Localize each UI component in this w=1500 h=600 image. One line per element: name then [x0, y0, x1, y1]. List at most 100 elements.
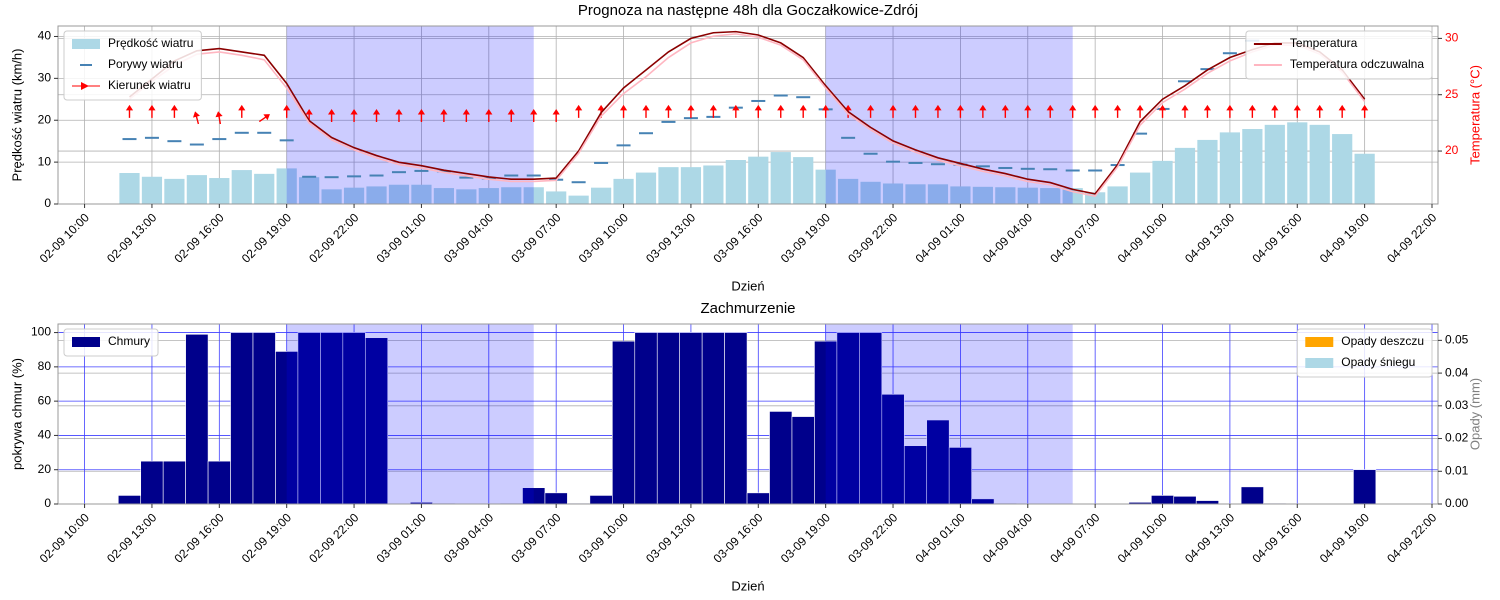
wind-direction-arrow	[664, 104, 673, 118]
bar	[366, 186, 387, 204]
x-tick-label: 03-09 16:00	[710, 510, 765, 565]
bar	[1040, 188, 1061, 204]
wind-direction-arrow	[328, 109, 336, 123]
x-tick-label: 04-09 22:00	[1384, 210, 1439, 265]
x-tick-label: 04-09 01:00	[913, 510, 968, 565]
wind-direction-arrow	[1248, 104, 1256, 118]
wind-direction-arrow	[934, 104, 942, 118]
chart-title: Prognoza na następne 48h dla Goczałkowic…	[578, 2, 918, 19]
y-tick-label: 20	[38, 112, 52, 126]
wind-direction-arrow	[1046, 104, 1054, 118]
bar	[1240, 486, 1264, 504]
bar	[141, 176, 163, 204]
x-tick-label: 02-09 19:00	[239, 510, 294, 565]
y-tick-label: 100	[31, 325, 51, 339]
wind-direction-arrow	[799, 104, 807, 118]
y2-tick-label: 25	[1445, 87, 1459, 101]
bar	[725, 160, 746, 204]
bar	[162, 460, 186, 504]
bar	[523, 187, 544, 204]
wind-direction-arrow	[1001, 104, 1009, 118]
bar	[1107, 186, 1128, 204]
x-tick-label: 03-09 13:00	[643, 510, 698, 565]
y-tick-label: 40	[38, 29, 52, 43]
x-tick-label: 04-09 19:00	[1317, 510, 1372, 565]
y-tick-label: 30	[38, 71, 52, 85]
y2-tick-label: 30	[1445, 31, 1459, 45]
bar	[770, 152, 791, 204]
bar	[724, 332, 748, 504]
x-tick-label: 03-09 04:00	[441, 510, 496, 565]
bar	[186, 175, 207, 204]
bar	[679, 332, 703, 504]
wind-direction-arrow	[170, 104, 179, 118]
line	[128, 33, 1366, 197]
legend-label: Porywy wiatru	[108, 57, 183, 71]
bar	[544, 492, 568, 504]
y2-axis-label: Temperatura (°C)	[1467, 65, 1482, 165]
wind-direction-arrow	[732, 104, 740, 118]
y-tick-label: 10	[38, 154, 52, 168]
x-tick-label: 03-09 19:00	[778, 210, 833, 265]
wind-direction-arrow	[350, 109, 358, 123]
legend: Opady deszczu Opady śniegu	[1296, 328, 1433, 378]
legend: Temperatura Temperatura odczuwalna	[1245, 30, 1433, 80]
wind-direction-arrow	[530, 109, 538, 123]
bar	[343, 187, 365, 204]
x-tick-label: 03-09 19:00	[778, 510, 833, 565]
bar	[656, 332, 680, 504]
x-tick-label: 04-09 10:00	[1115, 510, 1170, 565]
legend-swatch	[72, 39, 100, 49]
x-tick-label: 03-09 07:00	[508, 210, 563, 265]
bar	[701, 332, 725, 504]
x-tick-label: 03-09 01:00	[374, 210, 429, 265]
x-tick-label: 04-09 01:00	[913, 210, 968, 265]
wind-direction-arrow	[552, 109, 560, 123]
x-tick-label: 03-09 22:00	[845, 510, 900, 565]
y2-tick-label: 0.03	[1445, 398, 1469, 412]
wind-direction-arrow	[148, 104, 156, 118]
x-tick-label: 04-09 13:00	[1182, 510, 1237, 565]
bar	[769, 411, 793, 504]
bar	[1287, 122, 1308, 204]
x-tick-label: 02-09 10:00	[37, 510, 92, 565]
x-tick-label: 04-09 13:00	[1182, 210, 1237, 265]
wind-direction-arrow	[754, 104, 762, 118]
x-tick-label: 02-09 13:00	[104, 210, 159, 265]
x-tick-label: 03-09 13:00	[643, 210, 698, 265]
wind-direction-arrow	[1361, 104, 1369, 118]
bar	[321, 189, 342, 204]
y-tick-label: 0	[44, 496, 51, 510]
wind-direction-arrow	[1226, 104, 1234, 118]
bar	[1174, 147, 1196, 204]
bar	[1264, 124, 1285, 204]
bar	[995, 187, 1016, 204]
bar	[1242, 129, 1263, 204]
wind-direction-arrow	[687, 104, 695, 118]
wind-direction-arrow	[979, 104, 987, 118]
wind-direction-arrow	[575, 104, 583, 118]
bar	[433, 188, 454, 204]
bar	[456, 189, 477, 204]
x-tick-label: 04-09 16:00	[1249, 210, 1304, 265]
x-axis-label: Dzień	[731, 278, 764, 293]
y2-axis-label: Opady (mm)	[1467, 378, 1482, 450]
y-axis-label: pokrywa chmur (%)	[9, 358, 24, 470]
y2-tick-label: 0.02	[1445, 431, 1469, 445]
bar	[364, 337, 389, 504]
x-tick-label: 03-09 04:00	[441, 210, 496, 265]
y-tick-label: 80	[38, 359, 52, 373]
x-tick-label: 04-09 04:00	[980, 210, 1035, 265]
line	[128, 30, 1366, 195]
wind-direction-arrow	[1024, 104, 1032, 118]
bar	[209, 178, 230, 204]
bar	[971, 498, 995, 504]
wind-direction-arrow	[866, 104, 875, 118]
legend-label: Opady śniegu	[1341, 355, 1415, 369]
legend-label: Chmury	[108, 334, 150, 348]
legend-label: Temperatura	[1290, 36, 1358, 50]
wind-direction-arrow	[911, 104, 920, 118]
bar	[254, 173, 275, 204]
wind-direction-arrow	[597, 104, 605, 118]
